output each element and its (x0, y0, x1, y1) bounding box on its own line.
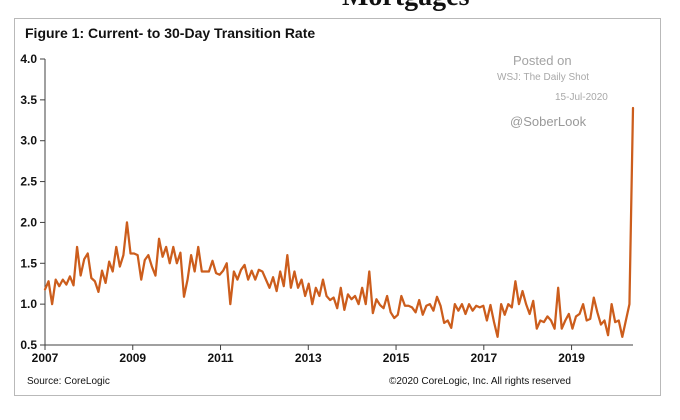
watermark-posted-label: Posted on (513, 53, 572, 68)
chart-panel (14, 18, 661, 396)
x-tick-label: 2017 (470, 351, 497, 365)
top-partial-heading: Mortgages (342, 0, 470, 13)
y-tick-label: 3.5 (20, 93, 37, 107)
y-tick-label: 0.5 (20, 338, 37, 352)
x-tick-label: 2013 (295, 351, 322, 365)
source-note: Source: CoreLogic (27, 376, 110, 387)
top-cropped-heading-area: Mortgages (0, 0, 680, 18)
series-line-transition-rate (43, 106, 635, 338)
watermark-source: WSJ: The Daily Shot (497, 72, 590, 83)
watermark-date: 15-Jul-2020 (555, 92, 608, 103)
x-tick-label: 2011 (207, 351, 233, 365)
x-tick-label: 2009 (119, 351, 146, 365)
chart-title: Figure 1: Current- to 30-Day Transition … (25, 25, 316, 41)
x-tick-label: 2019 (558, 351, 585, 365)
y-tick-label: 4.0 (20, 52, 37, 66)
y-tick-label: 2.5 (20, 175, 37, 189)
x-tick-label: 2015 (383, 351, 410, 365)
x-tick-label: 2007 (32, 351, 59, 365)
y-tick-label: 3.0 (20, 134, 37, 148)
watermark-handle: @SoberLook (510, 114, 587, 129)
y-tick-label: 2.0 (20, 215, 37, 229)
copyright-note: ©2020 CoreLogic, Inc. All rights reserve… (389, 376, 571, 387)
y-tick-label: 1.0 (20, 297, 37, 311)
y-tick-label: 1.5 (20, 256, 37, 270)
